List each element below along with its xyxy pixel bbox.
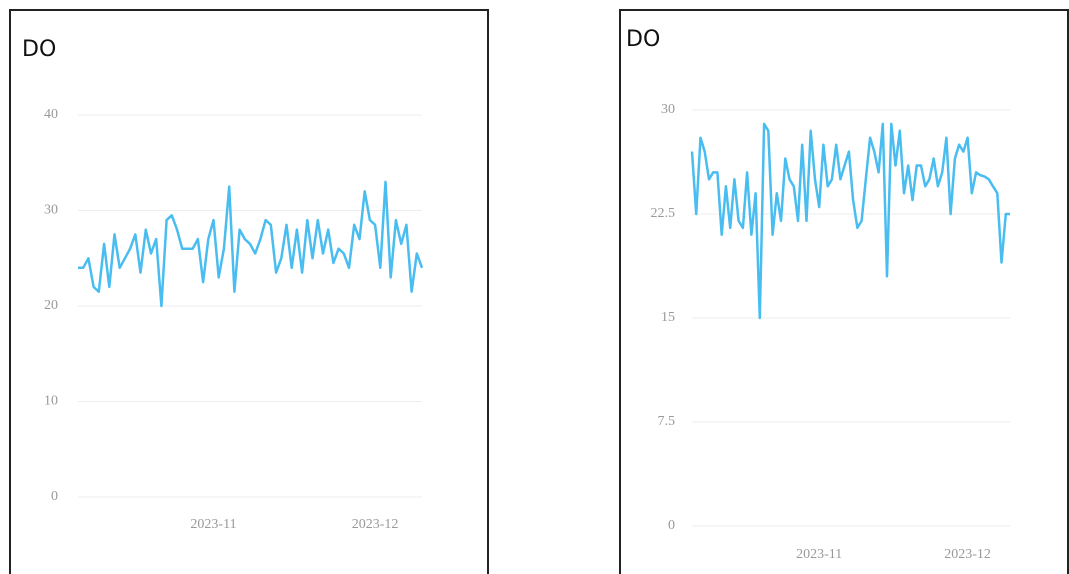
x-tick-label: 2023-11 <box>190 517 236 532</box>
y-tick-label: 10 <box>44 394 58 409</box>
data-line <box>690 122 1010 320</box>
y-tick-label: 0 <box>668 518 675 533</box>
chart-title: DO <box>22 37 56 62</box>
x-tick-label: 2023-11 <box>796 547 842 562</box>
y-tick-label: 0 <box>51 489 58 504</box>
y-tick-label: 15 <box>661 310 675 325</box>
panel-frame <box>619 9 1069 574</box>
panel-frame <box>9 9 489 574</box>
y-tick-label: 30 <box>661 102 675 117</box>
y-tick-label: 30 <box>44 203 58 218</box>
y-tick-label: 20 <box>44 298 58 313</box>
x-tick-label: 2023-12 <box>352 517 399 532</box>
y-tick-label: 22.5 <box>651 206 676 221</box>
y-tick-label: 40 <box>44 107 58 122</box>
data-line <box>78 180 424 308</box>
x-tick-label: 2023-12 <box>944 547 991 562</box>
y-tick-label: 7.5 <box>658 414 676 429</box>
chart-title: DO <box>626 27 660 52</box>
